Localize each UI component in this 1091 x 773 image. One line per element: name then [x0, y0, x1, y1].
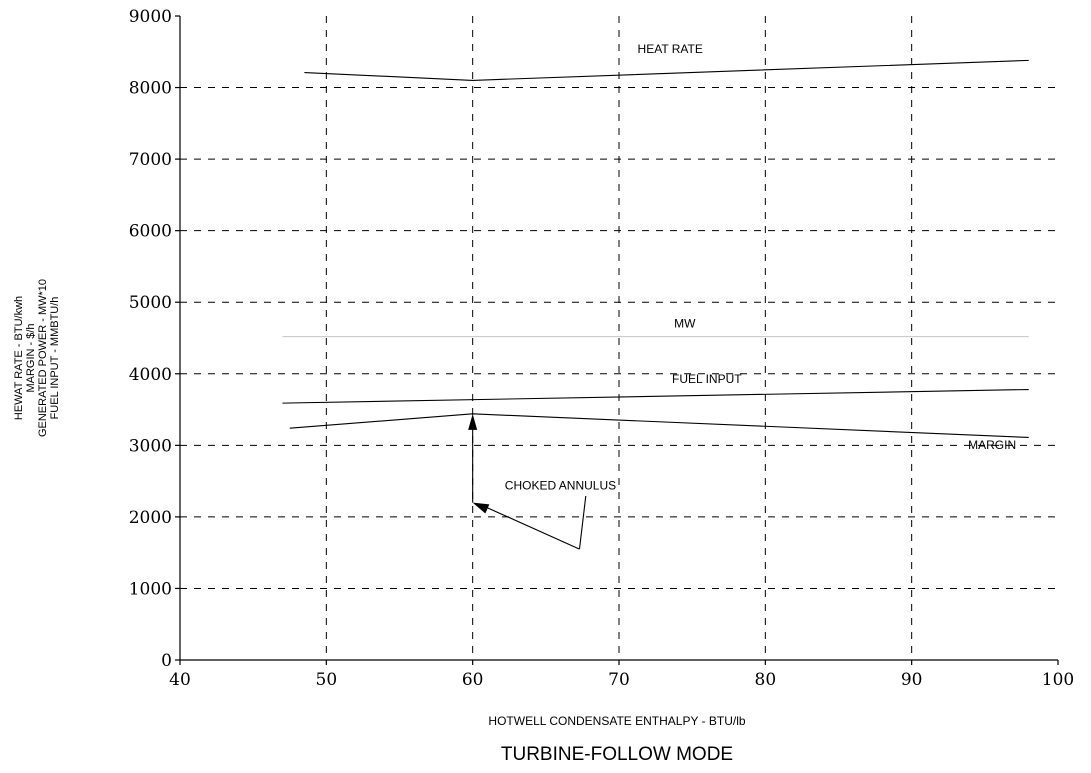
x-tick-label-100: 100	[1042, 670, 1074, 690]
y-axis-label: HEWAT RATE - BTU/kwh MARGIN - $/h GENERA…	[13, 279, 61, 437]
y-tick-label-7000: 7000	[129, 150, 172, 170]
y-tick-label-8000: 8000	[129, 79, 172, 99]
arrow-head-vertical	[468, 413, 478, 430]
y-tick-label-4000: 4000	[129, 365, 172, 385]
grid-layer	[180, 16, 1058, 660]
y-tick-label-1000: 1000	[129, 579, 172, 599]
label-layer: HEAT RATE MW FUEL INPUT MARGIN CHOKED ANNULU…	[505, 42, 1016, 492]
arrow-shaft-diagonal	[484, 506, 580, 550]
y-axis-label-line-1: HEWAT RATE - BTU/kwh	[13, 296, 25, 420]
y-tick-label-2000: 2000	[129, 508, 172, 528]
y-tick-label-0: 0	[161, 651, 172, 671]
annotation-fuel-input: FUEL INPUT	[672, 372, 742, 386]
choked-annulus-arrows	[468, 413, 587, 550]
y-axis-label-line-4: FUEL INPUT - MMBTU/h	[49, 297, 61, 420]
y-tick-label-6000: 6000	[129, 222, 172, 242]
arrow-head-diagonal	[472, 502, 490, 514]
x-tick-label-40: 40	[169, 670, 191, 690]
x-tick-label-90: 90	[901, 670, 923, 690]
annotation-choked-annulus: CHOKED ANNULUS	[505, 479, 616, 493]
y-tick-label-5000: 5000	[129, 293, 172, 313]
y-tick-label-3000: 3000	[129, 436, 172, 456]
annotation-mw: MW	[674, 316, 696, 330]
leader-line-choked-annulus	[578, 495, 587, 550]
annotation-margin: MARGIN	[968, 438, 1016, 452]
y-axis-label-line-3: GENERATED POWER - MW*10	[37, 279, 49, 437]
x-tick-label-70: 70	[608, 670, 630, 690]
series-line-heat-rate	[304, 59, 1029, 81]
series-layer	[282, 59, 1029, 439]
axes-layer: 40 50 60 70 80 90 1000100020003000400050006000…	[129, 7, 1074, 690]
x-axis-label: HOTWELL CONDENSATE ENTHALPY - BTU/lb	[488, 714, 745, 728]
chart-title: TURBINE-FOLLOW MODE	[501, 744, 733, 765]
x-tick-label-60: 60	[462, 670, 484, 690]
y-axis-label-line-2: MARGIN - $/h	[25, 323, 37, 392]
x-tick-label-50: 50	[316, 670, 338, 690]
x-tick-label-80: 80	[755, 670, 777, 690]
annotation-heat-rate: HEAT RATE	[638, 42, 703, 56]
series-line-margin	[289, 413, 1029, 439]
series-line-fuel-input	[282, 388, 1029, 404]
y-tick-label-9000: 9000	[129, 7, 172, 27]
